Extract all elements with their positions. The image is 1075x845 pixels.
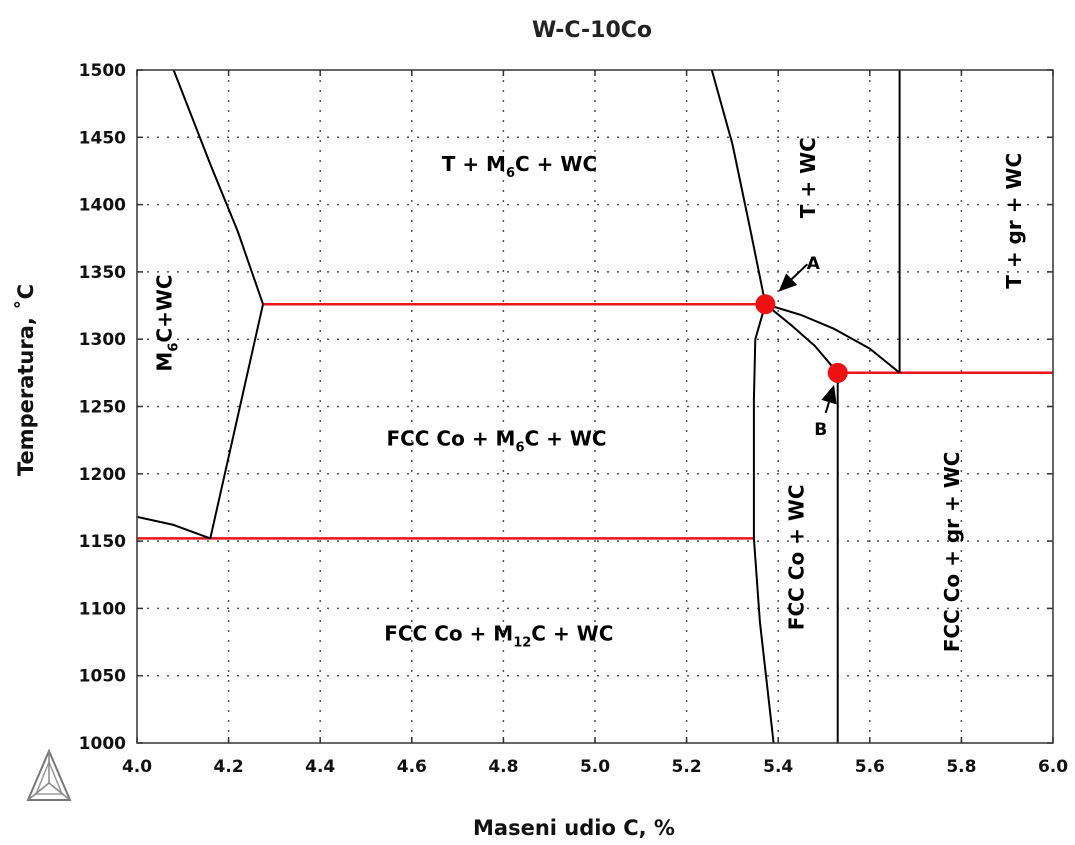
point-annotations: AB <box>755 254 848 440</box>
chart-title: W-C-10Co <box>532 18 652 43</box>
y-tick-label: 1200 <box>79 465 126 485</box>
region-label-subscript: 6 <box>166 343 181 352</box>
y-tick-label: 1300 <box>79 330 126 350</box>
x-axis-label: Maseni udio C, % <box>473 816 675 840</box>
phase-boundary-line <box>136 515 211 540</box>
region-label: FCC Co + WC <box>784 484 808 630</box>
region-label-subscript: 6 <box>506 166 515 181</box>
region-label-main: T + gr + WC <box>1002 153 1026 289</box>
region-label-subscript: 12 <box>513 636 531 651</box>
region-label-main: M <box>152 352 176 372</box>
region-label: T + gr + WC <box>1002 153 1026 289</box>
phase-point-b <box>827 362 848 383</box>
y-tick-label: 1050 <box>79 667 126 687</box>
x-tick-label: 4.0 <box>122 757 152 777</box>
phase-boundary-line <box>765 303 901 374</box>
phase-boundary-line <box>209 303 264 539</box>
point-arrow <box>778 263 809 292</box>
boundary-lines <box>136 69 1053 744</box>
region-label-main: FCC Co + M <box>386 427 515 451</box>
phase-boundary-line <box>172 69 264 305</box>
y-tick-label: 1450 <box>79 128 126 148</box>
y-tick-label: 1400 <box>79 196 126 216</box>
region-label-tail: C + WC <box>531 622 613 646</box>
region-label-main: FCC Co + M <box>384 622 513 646</box>
y-tick-label: 1350 <box>79 263 126 283</box>
region-label-tail: C + WC <box>524 427 606 451</box>
region-label-main: FCC Co + gr + WC <box>940 452 964 653</box>
y-tick-label: 1500 <box>79 61 126 81</box>
region-label: T + WC <box>796 137 820 218</box>
y-tick-label: 1100 <box>79 599 126 619</box>
region-label-main: T + WC <box>796 137 820 218</box>
x-tick-label: 5.0 <box>580 757 610 777</box>
region-label: T + M6C + WC <box>442 152 597 181</box>
axis-ticks: 4.0 4.2 4.4 4.6 4.8 5.0 5.2 5.4 5.6 5.8 6.0 1000 105… <box>79 61 1069 777</box>
y-tick-label: 1150 <box>79 532 126 552</box>
region-label: FCC Co + gr + WC <box>940 452 964 653</box>
region-label-tail: C + WC <box>515 152 597 176</box>
point-label: B <box>814 420 827 440</box>
x-tick-label: 5.6 <box>855 757 885 777</box>
x-tick-label: 5.8 <box>946 757 976 777</box>
thermocalc-logo-icon <box>26 748 72 801</box>
phase-boundary-line <box>710 69 767 305</box>
y-tick-label: 1250 <box>79 398 126 418</box>
x-tick-label: 5.2 <box>672 757 702 777</box>
y-tick-label: 1000 <box>79 734 126 754</box>
phase-boundary-line <box>764 303 839 374</box>
x-tick-label: 5.4 <box>763 757 793 777</box>
region-label: M6C+WC <box>152 274 181 371</box>
y-axis-label: Temperatura, ˚C <box>14 284 38 476</box>
x-tick-label: 6.0 <box>1038 757 1068 777</box>
region-label: FCC Co + M12C + WC <box>384 622 613 651</box>
grid <box>137 70 1053 743</box>
point-label: A <box>807 254 821 274</box>
phase-point-a <box>755 294 776 315</box>
phase-boundary-line <box>752 303 767 539</box>
phase-boundary-line <box>752 538 775 744</box>
region-label-main: FCC Co + WC <box>784 484 808 630</box>
region-label-subscript: 6 <box>515 441 524 456</box>
point-arrow <box>821 384 837 414</box>
x-tick-label: 4.4 <box>305 757 335 777</box>
plot-frame <box>136 69 1054 744</box>
x-tick-label: 4.8 <box>488 757 518 777</box>
region-label-tail: C+WC <box>152 274 176 342</box>
x-tick-label: 4.6 <box>397 757 427 777</box>
region-label-main: T + M <box>442 152 506 176</box>
x-tick-label: 4.2 <box>214 757 244 777</box>
region-label: FCC Co + M6C + WC <box>386 427 606 456</box>
